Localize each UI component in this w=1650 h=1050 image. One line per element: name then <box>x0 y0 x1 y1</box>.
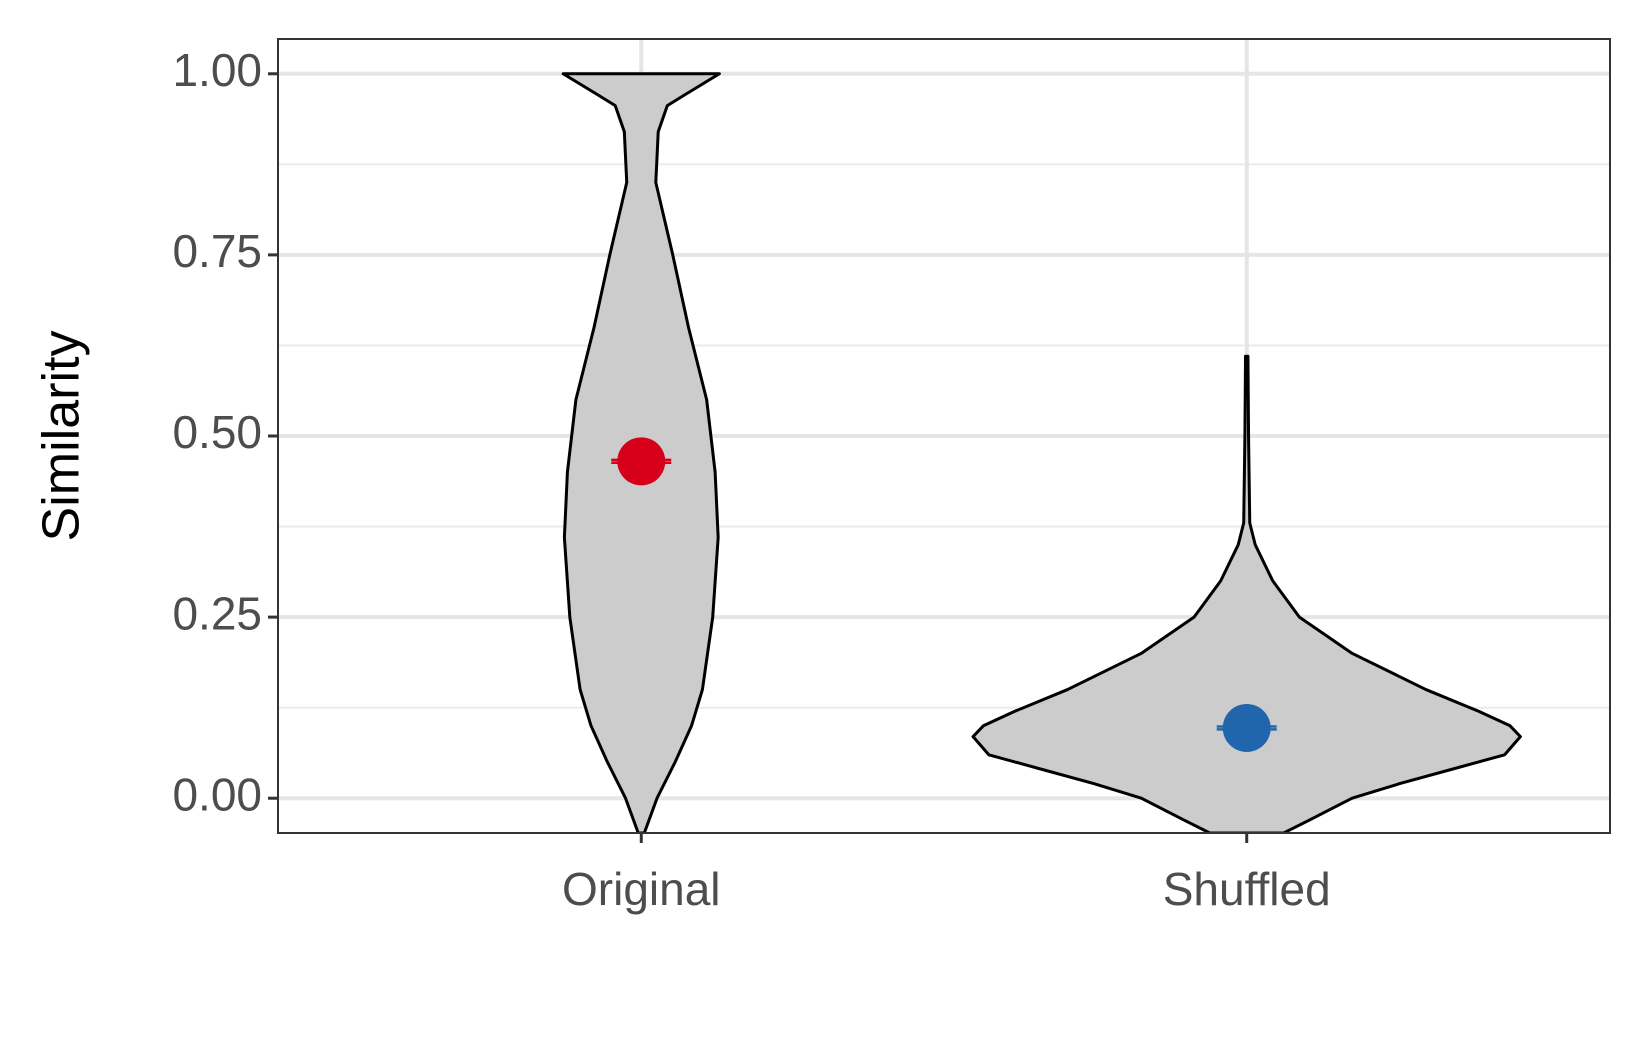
y-tick-label: 1.00 <box>172 44 262 96</box>
mean-point <box>617 437 666 486</box>
x-tick-label: Shuffled <box>1163 863 1331 915</box>
mean-point <box>1222 703 1271 752</box>
x-tick-label: Original <box>562 863 721 915</box>
y-tick-label: 0.25 <box>172 587 262 639</box>
y-tick-label: 0.50 <box>172 406 262 458</box>
plot-area <box>561 72 1522 833</box>
y-tick-label: 0.00 <box>172 768 262 820</box>
y-axis-title: Similarity <box>33 331 91 542</box>
y-tick-label: 0.75 <box>172 225 262 277</box>
violin <box>971 354 1522 833</box>
